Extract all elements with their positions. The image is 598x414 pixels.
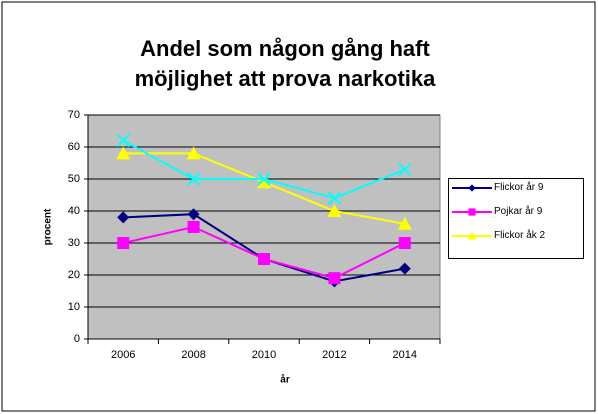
marker xyxy=(117,237,130,249)
legend: Flickor år 9 Pojkar år 9 Flickor åk 2 xyxy=(448,178,584,259)
x-tick-label: 2012 xyxy=(322,349,346,361)
marker xyxy=(467,231,477,240)
marker xyxy=(327,204,342,217)
marker xyxy=(186,146,201,160)
marker xyxy=(328,272,341,285)
legend-entry: Flickor åk 2 xyxy=(449,230,583,254)
y-axis-label: procent xyxy=(43,208,54,245)
marker xyxy=(468,208,476,216)
legend-label: Pojkar år 9 xyxy=(494,206,543,217)
plot-area xyxy=(87,114,441,340)
legend-swatch xyxy=(452,231,492,240)
legend-entry: Pojkar år 9 xyxy=(449,206,583,230)
marker xyxy=(468,184,476,192)
marker xyxy=(397,216,412,230)
x-tick-label: 2010 xyxy=(252,349,276,361)
marker xyxy=(187,208,200,221)
x-tick-label: 2008 xyxy=(181,349,205,361)
marker xyxy=(187,221,200,233)
marker xyxy=(117,211,130,224)
chart-title: möjlighet att prova narkotika xyxy=(135,66,436,91)
x-axis-label: år xyxy=(280,374,290,386)
marker xyxy=(327,191,342,205)
legend-entry: Flickor år 9 xyxy=(449,182,583,206)
x-tick-label: 2006 xyxy=(111,349,135,361)
marker xyxy=(186,172,201,186)
marker xyxy=(116,146,131,160)
y-tick-label: 50 xyxy=(68,173,80,185)
legend-swatch xyxy=(452,208,492,216)
y-tick-label: 70 xyxy=(68,109,80,121)
chart-title: Andel som någon gång haft xyxy=(140,36,430,61)
marker xyxy=(398,237,411,249)
y-tick-label: 30 xyxy=(68,237,80,249)
marker xyxy=(257,175,271,189)
marker xyxy=(258,253,270,265)
y-tick-label: 40 xyxy=(68,205,80,217)
marker xyxy=(398,262,411,275)
y-tick-label: 10 xyxy=(68,301,80,313)
legend-label: Flickor åk 2 xyxy=(494,230,546,241)
marker xyxy=(116,133,130,148)
marker xyxy=(257,172,271,186)
legend-swatch xyxy=(452,184,492,192)
y-tick-label: 60 xyxy=(68,141,80,153)
legend-label: Flickor år 9 xyxy=(494,182,544,193)
y-tick-label: 20 xyxy=(68,269,80,281)
marker xyxy=(398,162,412,177)
y-tick-label: 0 xyxy=(74,333,80,345)
x-tick-label: 2014 xyxy=(393,349,417,361)
